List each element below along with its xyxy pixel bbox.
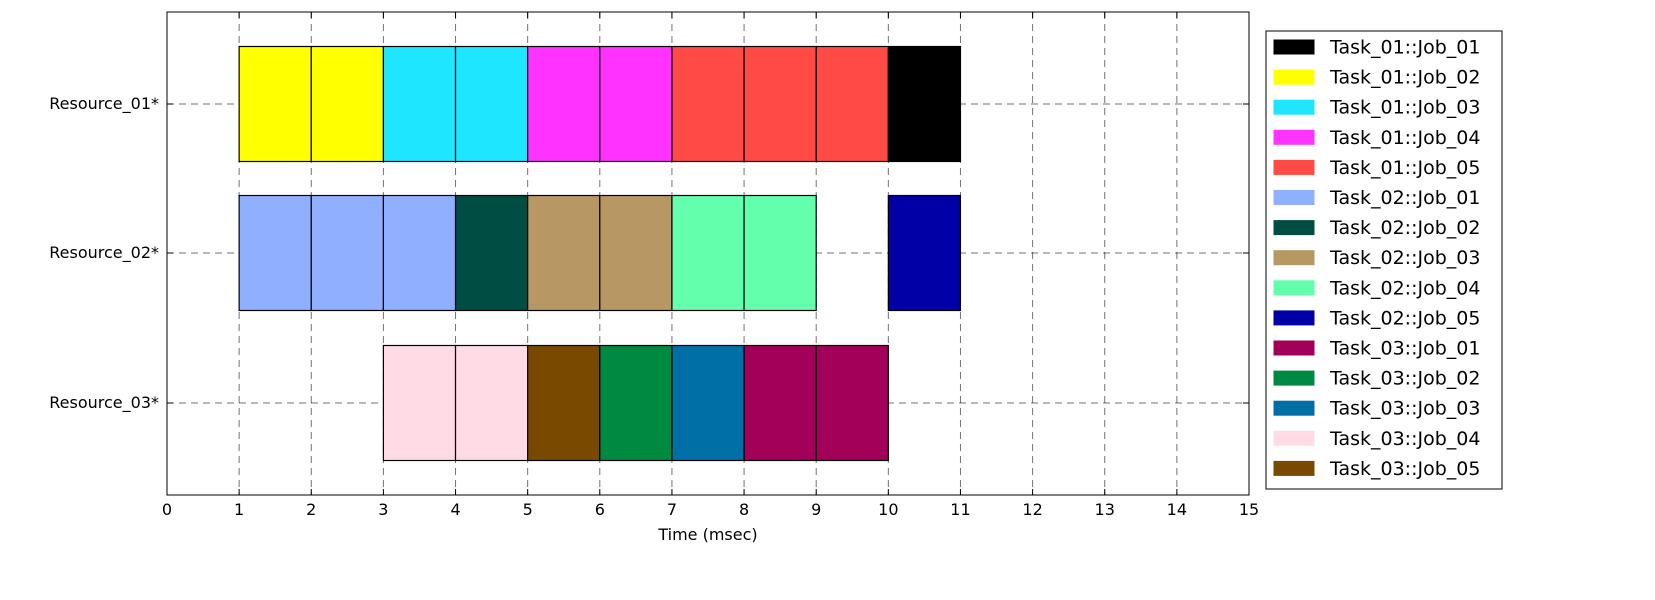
gantt-bar <box>527 45 601 163</box>
x-tick-label: 4 <box>450 500 460 519</box>
legend-label: Task_03::Job_05 <box>1329 458 1480 480</box>
legend-label: Task_02::Job_01 <box>1329 187 1480 209</box>
legend-swatch <box>1273 220 1315 236</box>
legend-label: Task_02::Job_05 <box>1329 307 1480 329</box>
legend-swatch <box>1273 370 1315 386</box>
x-tick-label: 1 <box>234 500 244 519</box>
gantt-bar <box>382 344 457 462</box>
gantt-bar <box>671 45 745 163</box>
legend-label: Task_03::Job_03 <box>1329 398 1480 420</box>
legend-swatch <box>1273 39 1315 55</box>
legend-label: Task_02::Job_04 <box>1329 277 1480 299</box>
x-tick-label: 9 <box>811 500 821 519</box>
gantt-bar <box>887 194 962 312</box>
legend-label: Task_02::Job_03 <box>1329 247 1480 269</box>
gantt-bar <box>887 45 962 163</box>
x-tick-label: 3 <box>378 500 388 519</box>
x-tick-label: 11 <box>950 500 970 519</box>
gantt-bar <box>743 45 817 163</box>
legend-swatch <box>1273 340 1315 356</box>
x-tick-label: 14 <box>1167 500 1187 519</box>
x-tick-label: 5 <box>523 500 533 519</box>
gantt-bar <box>454 45 529 163</box>
legend-label: Task_01::Job_05 <box>1329 157 1480 179</box>
legend-swatch <box>1273 400 1315 416</box>
x-tick-label: 15 <box>1239 500 1259 519</box>
axis-ticks: 0 1 2 3 4 5 6 7 8 9 10 11 12 13 14 15Resource_01*Resour… <box>49 12 1259 519</box>
legend: Task_01::Job_01Task_01::Job_02Task_01::J… <box>1265 30 1503 490</box>
resource-label: Resource_02* <box>49 243 159 263</box>
gantt-bar <box>238 45 312 163</box>
legend-label: Task_03::Job_02 <box>1329 368 1480 390</box>
gantt-bar <box>310 45 384 163</box>
gantt-bar <box>743 344 817 462</box>
legend-swatch <box>1273 69 1315 85</box>
gantt-bar <box>599 45 673 163</box>
gantt-bar <box>454 194 529 312</box>
x-axis-label: Time (msec) <box>657 525 757 544</box>
x-tick-label: 12 <box>1022 500 1042 519</box>
legend-label: Task_01::Job_04 <box>1329 127 1480 149</box>
x-tick-label: 8 <box>739 500 749 519</box>
legend-label: Task_03::Job_01 <box>1329 338 1480 360</box>
legend-swatch <box>1273 190 1315 205</box>
legend-label: Task_01::Job_01 <box>1329 37 1480 59</box>
x-tick-label: 13 <box>1095 500 1115 519</box>
resource-label: Resource_01* <box>49 94 159 114</box>
gantt-bar <box>599 344 673 462</box>
x-tick-label: 10 <box>878 500 898 519</box>
gantt-bar <box>815 45 889 163</box>
legend-label: Task_03::Job_04 <box>1329 428 1480 450</box>
gantt-bar <box>238 194 312 312</box>
gantt-bar <box>382 194 457 312</box>
resource-label: Resource_03* <box>49 393 159 413</box>
legend-swatch <box>1273 99 1315 115</box>
legend-swatch <box>1273 129 1315 145</box>
x-tick-label: 0 <box>162 500 172 519</box>
legend-swatch <box>1273 460 1315 476</box>
gantt-bar <box>527 344 601 462</box>
legend-swatch <box>1273 159 1315 175</box>
legend-label: Task_01::Job_02 <box>1329 67 1480 89</box>
gantt-bar <box>815 344 889 462</box>
x-tick-label: 6 <box>595 500 605 519</box>
gantt-bar <box>527 194 601 312</box>
gantt-bar <box>671 194 745 312</box>
legend-label: Task_02::Job_02 <box>1329 217 1480 239</box>
legend-swatch <box>1273 430 1315 446</box>
schedule-bars <box>238 45 962 462</box>
gantt-bar <box>382 45 457 163</box>
x-tick-label: 7 <box>667 500 677 519</box>
gantt-bar <box>671 344 745 462</box>
legend-swatch <box>1273 310 1315 326</box>
legend-label: Task_01::Job_03 <box>1329 97 1480 119</box>
gantt-bar <box>743 194 817 312</box>
gantt-bar <box>599 194 673 312</box>
gantt-bar <box>310 194 384 312</box>
gantt-bar <box>454 344 529 462</box>
x-tick-label: 2 <box>306 500 316 519</box>
legend-swatch <box>1273 250 1315 266</box>
legend-swatch <box>1273 280 1315 296</box>
